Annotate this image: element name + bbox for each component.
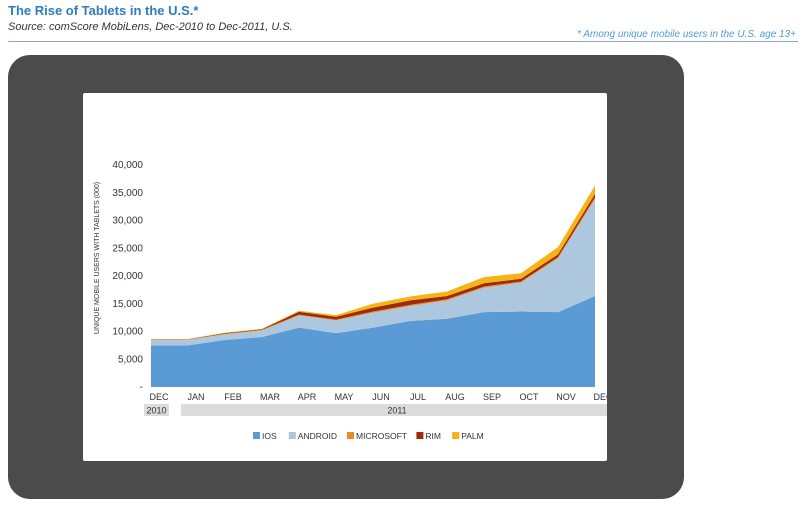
x-tick-label: MAY	[335, 392, 354, 402]
legend-swatch-android	[288, 432, 296, 439]
header-divider	[8, 41, 798, 42]
x-tick-label: JAN	[187, 392, 204, 402]
x-tick-label: MAR	[260, 392, 281, 402]
legend-swatch-rim	[416, 432, 424, 439]
area-rim	[151, 193, 595, 340]
y-axis-ticks: - 5,000 10,000 15,000 20,000 25,000 30,000 35,0…	[112, 160, 143, 393]
y-tick-label: 35,000	[112, 188, 143, 199]
area-android	[151, 198, 595, 346]
y-tick-label: 20,000	[112, 271, 143, 282]
legend-label-ios: IOS	[262, 431, 277, 441]
x-tick-label: NOV	[556, 392, 576, 402]
legend-label-palm: PALM	[461, 431, 484, 441]
legend-swatch-palm	[452, 432, 460, 439]
footnote: * Among unique mobile users in the U.S. …	[577, 29, 796, 40]
x-tick-label: APR	[298, 392, 317, 402]
year-bands: 2010 2011	[144, 404, 613, 416]
x-tick-label: DEC	[149, 392, 169, 402]
legend-label-microsoft: MICROSOFT	[356, 431, 407, 441]
year-band	[144, 404, 169, 416]
chart-title: The Rise of Tablets in the U.S.*	[8, 3, 199, 18]
year-label: 2011	[387, 406, 406, 416]
stacked-area-chart: UNIQUE MOBILE USERS WITH TABLETS (000) -…	[94, 160, 613, 441]
x-tick-label: DEC	[593, 392, 607, 402]
x-tick-label: FEB	[224, 392, 242, 402]
y-tick-label: 25,000	[112, 243, 143, 254]
legend-label-rim: RIM	[425, 431, 441, 441]
y-tick-label: 10,000	[112, 327, 143, 338]
y-tick-label: 30,000	[112, 216, 143, 227]
series-areas	[151, 185, 595, 387]
legend: IOS ANDROID MICROSOFT RIM PALM	[253, 431, 484, 441]
y-tick-label: 15,000	[112, 299, 143, 310]
year-label: 2010	[146, 406, 166, 416]
x-tick-label: JUL	[410, 392, 426, 402]
legend-swatch-ios	[253, 432, 260, 439]
x-tick-label: JUN	[372, 392, 390, 402]
x-tick-label: SEP	[483, 392, 501, 402]
x-tick-label: OCT	[520, 392, 540, 402]
chart-source: Source: comScore MobiLens, Dec-2010 to D…	[8, 21, 293, 33]
legend-swatch-microsoft	[347, 432, 354, 439]
legend-label-android: ANDROID	[298, 431, 337, 441]
area-ios	[151, 295, 595, 387]
x-axis-ticks: DEC JAN FEB MAR APR MAY JUN JUL AUG SEP OCT NOV DEC	[149, 392, 613, 402]
y-tick-label: -	[140, 382, 143, 393]
y-tick-label: 40,000	[112, 160, 143, 171]
y-axis-label: UNIQUE MOBILE USERS WITH TABLETS (000)	[94, 182, 101, 334]
tablet-screen: UNIQUE MOBILE USERS WITH TABLETS (000) -…	[83, 93, 613, 461]
year-band	[181, 404, 613, 416]
y-tick-label: 5,000	[118, 354, 143, 365]
x-tick-label: AUG	[445, 392, 465, 402]
